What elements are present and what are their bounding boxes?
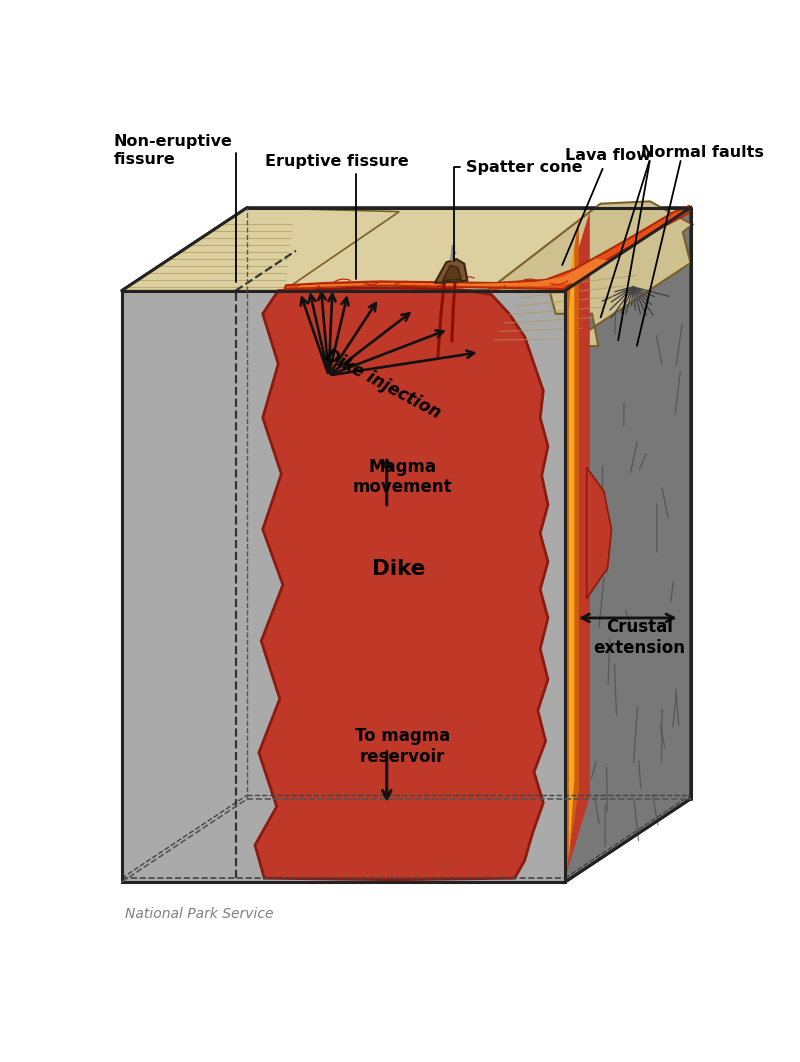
Text: Eruptive fissure: Eruptive fissure <box>265 154 409 278</box>
Polygon shape <box>565 207 690 883</box>
Polygon shape <box>122 799 690 883</box>
Polygon shape <box>122 207 690 291</box>
Text: Spatter cone: Spatter cone <box>454 160 582 261</box>
Text: Dike injection: Dike injection <box>322 346 444 423</box>
Polygon shape <box>122 291 565 883</box>
Text: Crustal
extension: Crustal extension <box>594 618 686 656</box>
Polygon shape <box>566 217 579 871</box>
Polygon shape <box>487 202 693 346</box>
Polygon shape <box>255 288 548 879</box>
Text: Dike: Dike <box>372 560 425 580</box>
Polygon shape <box>569 227 574 859</box>
Text: To magma
reservoir: To magma reservoir <box>354 727 450 766</box>
Polygon shape <box>298 258 611 288</box>
Polygon shape <box>122 207 399 291</box>
Text: National Park Service: National Park Service <box>125 907 274 922</box>
Polygon shape <box>285 206 690 289</box>
Text: Normal faults: Normal faults <box>641 144 764 159</box>
Polygon shape <box>565 211 590 878</box>
Polygon shape <box>435 259 467 282</box>
Polygon shape <box>442 266 461 280</box>
Text: Non-eruptive
fissure: Non-eruptive fissure <box>114 134 236 281</box>
Text: Lava flow: Lava flow <box>562 149 651 266</box>
Polygon shape <box>586 467 611 599</box>
Text: Magma
movement: Magma movement <box>353 458 452 496</box>
